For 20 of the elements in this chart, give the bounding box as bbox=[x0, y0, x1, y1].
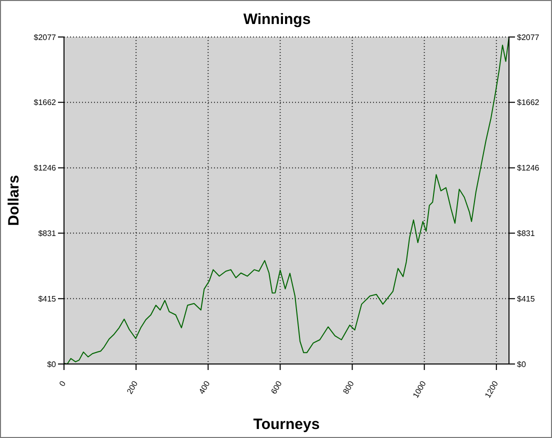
y-tick-label: $831 bbox=[38, 229, 57, 238]
y-tick-label: $1662 bbox=[34, 98, 57, 108]
y-tick-label: $415 bbox=[38, 294, 57, 304]
x-tick-label: 200 bbox=[125, 379, 140, 396]
x-tick-label: 0 bbox=[58, 379, 68, 388]
y2-tick-label: $0 bbox=[517, 360, 526, 369]
chart-title: Winnings bbox=[242, 11, 312, 28]
y2-tick-label: $1246 bbox=[517, 164, 540, 173]
y2-tick-label: $415 bbox=[517, 294, 536, 304]
y2-tick-label: $2077 bbox=[517, 32, 540, 42]
y2-tick-label: $1662 bbox=[517, 98, 540, 108]
x-axis-title: Tourneys bbox=[253, 416, 320, 433]
y-tick-label: $0 bbox=[47, 360, 57, 369]
x-tick-label: 800 bbox=[341, 379, 356, 396]
y2-tick-label: $831 bbox=[517, 229, 536, 238]
y-tick-label: $1246 bbox=[34, 164, 57, 173]
y-axis-title: Dollars bbox=[5, 175, 22, 226]
x-tick-label: 600 bbox=[269, 379, 284, 396]
y-tick-label: $2077 bbox=[34, 32, 57, 42]
x-tick-label: 400 bbox=[197, 379, 212, 396]
